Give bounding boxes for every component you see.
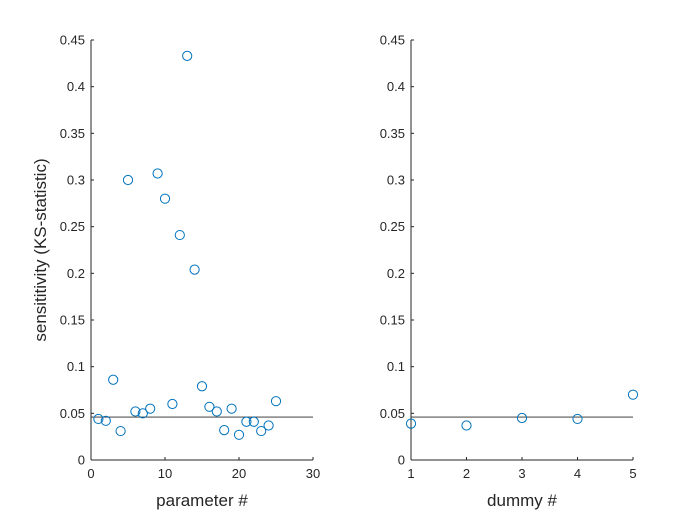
left-y-axis-label: sensititivity (KS-statistic) — [31, 158, 50, 341]
left-data-point — [115, 425, 126, 437]
left-data-point — [93, 413, 104, 425]
left-data-point — [108, 374, 119, 385]
right-x-axis-label: dummy # — [487, 491, 557, 510]
left-data-point — [130, 406, 141, 417]
left-data-point — [204, 401, 215, 412]
right-y-tick-label: 0.25 — [380, 219, 405, 234]
left-data-point — [152, 168, 163, 179]
left-data-point — [256, 425, 267, 437]
right-x-tick-label: 5 — [629, 466, 636, 481]
left-y-tick-label: 0.45 — [60, 33, 85, 48]
right-y-tick-label: 0.15 — [380, 313, 405, 328]
left-data-point — [270, 396, 282, 407]
left-data-point — [137, 408, 148, 419]
right-y-tick-label: 0.45 — [380, 33, 405, 48]
right-y-tick-label: 0.2 — [387, 266, 405, 281]
left-data-point — [263, 420, 274, 431]
left-data-point — [100, 415, 111, 426]
left-data-point — [189, 264, 200, 275]
right-data-point — [572, 413, 583, 425]
left-data-point — [174, 229, 185, 241]
left-data-point — [241, 416, 252, 427]
right-x-tick-label: 1 — [407, 466, 414, 481]
left-data-point — [145, 403, 156, 414]
left-y-tick-label: 0.15 — [60, 313, 85, 328]
right-y-tick-label: 0.05 — [380, 406, 405, 421]
left-y-tick-label: 0.05 — [60, 406, 85, 421]
left-x-tick-label: 20 — [232, 466, 246, 481]
left-data-point — [167, 398, 178, 410]
left-data-point — [196, 381, 208, 392]
left-y-tick-label: 0.4 — [67, 79, 85, 94]
left-x-tick-label: 10 — [158, 466, 172, 481]
right-x-tick-label: 2 — [463, 466, 470, 481]
right-data-point — [516, 412, 528, 424]
left-data-point — [182, 50, 193, 61]
right-x-tick-label: 3 — [518, 466, 525, 481]
left-y-tick-label: 0.3 — [67, 173, 85, 188]
left-y-tick-label: 0 — [78, 453, 85, 468]
left-x-tick-label: 0 — [87, 466, 94, 481]
left-x-tick-label: 30 — [306, 466, 320, 481]
left-x-axis-label: parameter # — [156, 491, 248, 510]
right-y-tick-label: 0.4 — [387, 79, 405, 94]
right-data-point — [627, 389, 639, 400]
left-data-point — [219, 425, 230, 436]
right-data-point — [461, 420, 472, 431]
left-data-point — [233, 429, 245, 440]
left-y-tick-label: 0.35 — [60, 126, 85, 141]
right-y-tick-label: 0.3 — [387, 173, 405, 188]
left-data-point — [248, 416, 259, 427]
right-y-tick-label: 0 — [398, 453, 405, 468]
right-x-tick-label: 4 — [574, 466, 581, 481]
left-y-tick-label: 0.25 — [60, 219, 85, 234]
right-y-tick-label: 0.1 — [387, 359, 405, 374]
right-plot: 0 0.05 0.1 0.15 0.2 0.25 0.3 0.35 0.4 0.45 1 2 3 4 5 — [380, 33, 639, 481]
right-y-tick-label: 0.35 — [380, 126, 405, 141]
left-data-point — [226, 403, 237, 414]
left-plot: 0 0.05 0.1 0.15 0.2 0.25 0.3 0.35 0.4 0.45 0 10 20 30 — [60, 33, 321, 482]
left-data-point — [211, 406, 222, 417]
left-y-tick-label: 0.2 — [67, 266, 85, 281]
left-y-tick-label: 0.1 — [67, 359, 85, 374]
left-data-point — [159, 193, 171, 204]
right-data-point — [405, 418, 417, 429]
left-data-point — [122, 174, 134, 186]
